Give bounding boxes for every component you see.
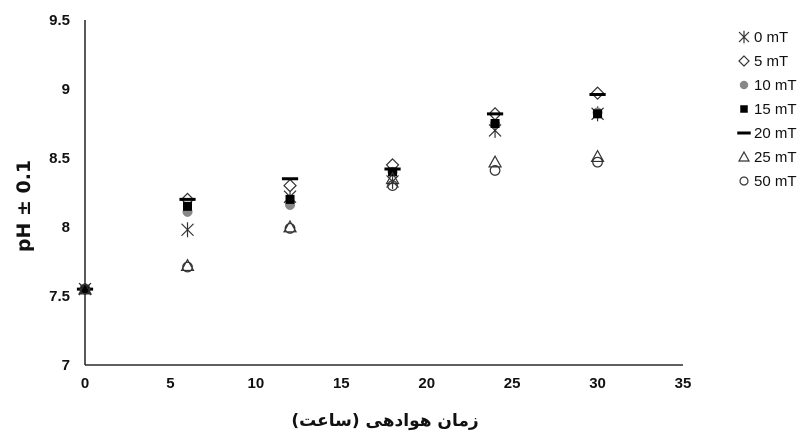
data-point: [593, 109, 603, 119]
y-tick-label: 7: [62, 357, 70, 374]
series-15-mt: [80, 109, 603, 294]
x-tick-label: 25: [504, 375, 521, 392]
data-point: [181, 222, 194, 238]
data-point: [79, 283, 91, 295]
series-50-mt: [79, 156, 603, 295]
x-tick-label: 10: [248, 375, 265, 392]
series-0-mt: [78, 106, 604, 297]
data-point: [183, 201, 193, 211]
series-25-mt: [77, 149, 605, 295]
series-10-mt: [79, 107, 603, 295]
y-tick-label: 9: [62, 81, 70, 98]
legend-marker: [737, 150, 751, 162]
series-20-mt: [76, 93, 606, 291]
legend-label: 10 mT: [754, 77, 797, 94]
legend-item: 10 mT: [739, 77, 797, 94]
data-point: [283, 178, 297, 193]
x-tick-label: 5: [166, 375, 174, 392]
legend-label: 25 mT: [754, 149, 797, 166]
series-5-mt: [78, 86, 605, 296]
legend-label: 50 mT: [754, 173, 797, 190]
legend-item: 50 mT: [739, 173, 797, 190]
legend-marker: [739, 80, 749, 90]
legend-label: 20 mT: [754, 125, 797, 142]
data-point: [285, 194, 295, 204]
x-tick-label: 30: [589, 375, 606, 392]
data-point: [489, 165, 501, 176]
y-axis-title: pH ± 0.1: [13, 160, 35, 252]
y-tick-label: 7.5: [49, 288, 70, 305]
data-point: [592, 156, 603, 168]
data-point: [387, 180, 398, 192]
y-tick-label: 9.5: [49, 12, 70, 29]
x-tick-label: 0: [81, 375, 89, 392]
x-tick-label: 35: [675, 375, 692, 392]
legend-marker: [738, 30, 750, 44]
data-point: [180, 258, 195, 272]
data-point: [488, 154, 503, 168]
data-point: [590, 149, 605, 163]
x-axis-title: زمان هوادهی (ساعت): [291, 411, 478, 431]
legend-item: 15 mT: [740, 101, 797, 118]
y-tick-label: 8.5: [49, 150, 70, 167]
data-point: [283, 219, 298, 233]
legend: 0 mT 5 mT 10 mT 15 mT 20 mT 25 mT 50 mT: [737, 29, 797, 190]
legend-label: 5 mT: [754, 53, 788, 70]
tick-labels: 0 5 10 15 20 25 30 35 7 7.5 8 8.5 9 9.5: [49, 12, 691, 392]
x-tick-label: 20: [418, 375, 435, 392]
legend-marker: [739, 176, 749, 186]
legend-marker: [738, 55, 750, 67]
legend-marker: [740, 105, 748, 113]
y-tick-label: 8: [62, 219, 70, 236]
legend-item: 25 mT: [737, 149, 797, 166]
legend-item: 0 mT: [738, 29, 788, 46]
axes: [84, 20, 683, 366]
data-point: [284, 222, 296, 234]
legend-item: 20 mT: [737, 125, 797, 142]
data-point: [385, 171, 400, 185]
data-points: [76, 86, 606, 297]
data-point: [182, 261, 193, 273]
legend-label: 15 mT: [754, 101, 797, 118]
data-point: [490, 119, 500, 128]
legend-item: 5 mT: [738, 53, 788, 70]
x-tick-label: 15: [333, 375, 350, 392]
legend-label: 0 mT: [754, 29, 788, 46]
